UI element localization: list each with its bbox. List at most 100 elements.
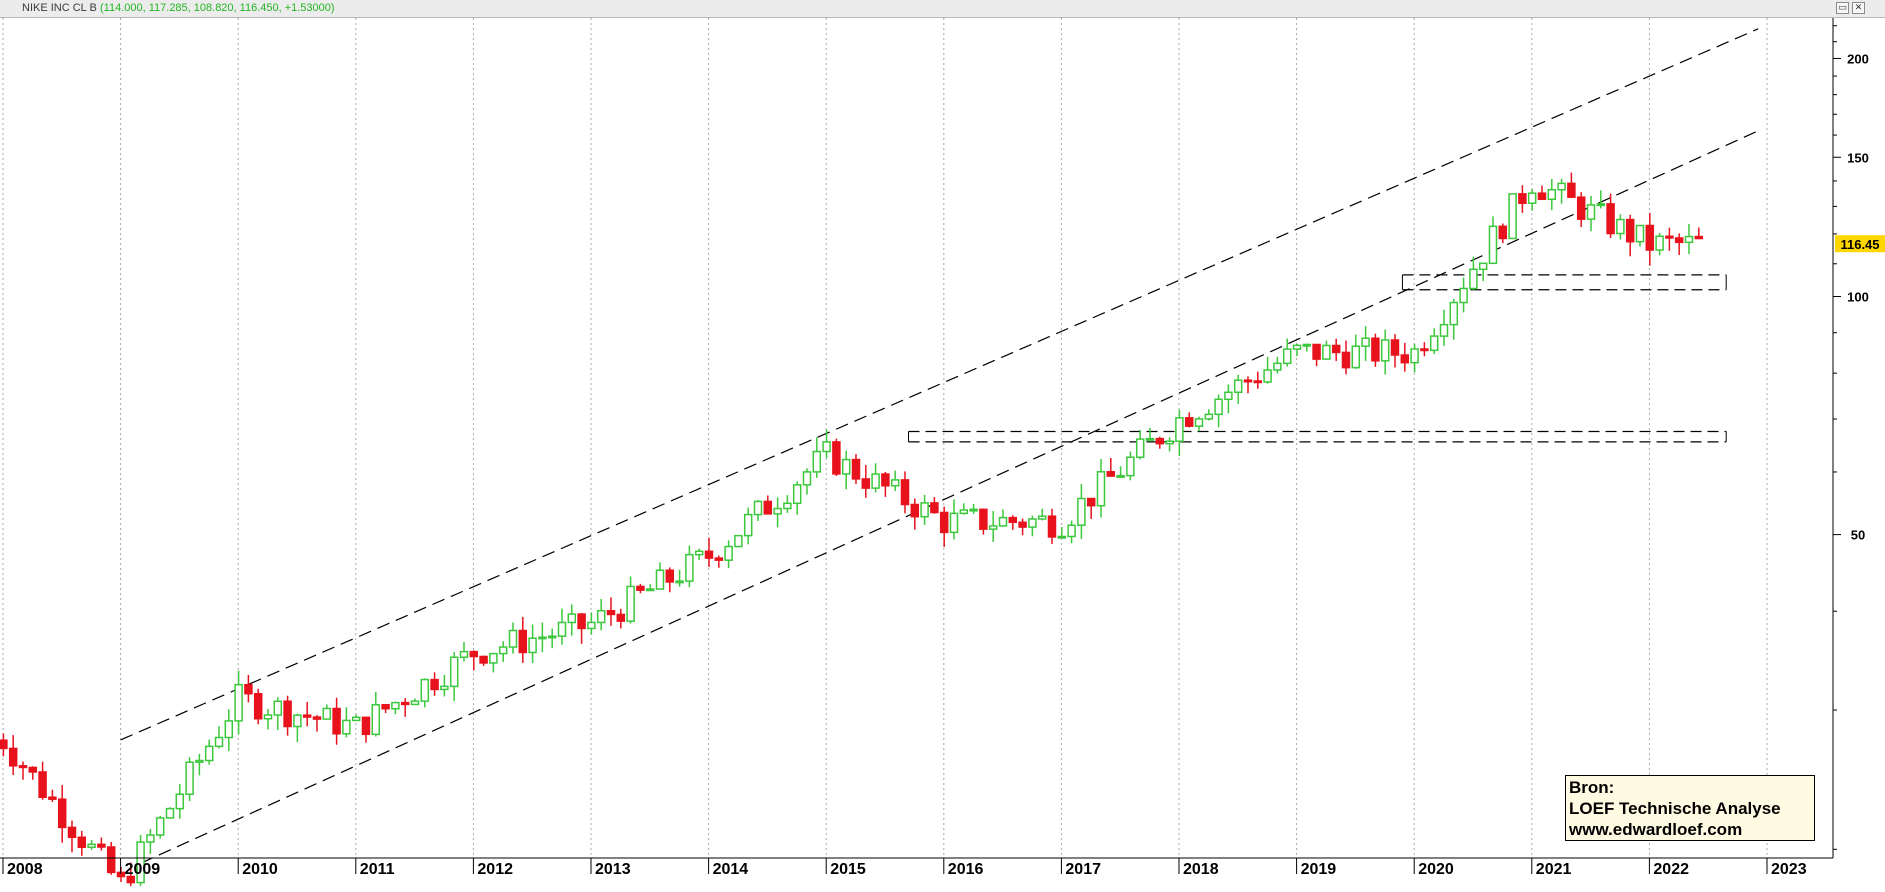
candle-up <box>155 817 165 836</box>
candle-up <box>449 656 459 688</box>
candle-down <box>930 502 939 514</box>
candle-up <box>1449 301 1459 326</box>
candle-down <box>97 843 106 848</box>
candle-down <box>714 557 724 561</box>
candle-up <box>1145 437 1155 441</box>
x-tick-label: 2018 <box>1183 861 1219 878</box>
candle-up <box>293 714 302 728</box>
candle-up <box>1282 348 1292 365</box>
candle-up <box>1194 418 1204 427</box>
candle-up <box>371 704 381 736</box>
candle-up <box>1459 287 1468 304</box>
candle-up <box>1302 343 1312 347</box>
candle-up <box>743 513 753 537</box>
trend-line <box>140 130 1759 864</box>
candle-down <box>832 441 841 475</box>
last-price-tag: 116.45 <box>1835 235 1885 253</box>
candle-up <box>1586 204 1596 220</box>
candle-up <box>224 720 234 739</box>
y-tick-label: 150 <box>1847 150 1869 165</box>
candle-down <box>1086 497 1096 507</box>
candle-down <box>1106 471 1116 477</box>
source-legend: Bron: LOEF Technische Analyse www.edward… <box>1565 775 1815 841</box>
candle-up <box>87 843 96 848</box>
candle-down <box>1155 437 1165 445</box>
candle-down <box>577 613 586 630</box>
candle-up <box>273 700 283 716</box>
candle-up <box>596 610 606 624</box>
candle-up <box>1596 203 1606 207</box>
candle-down <box>1665 235 1674 239</box>
candle-down <box>400 701 410 706</box>
candle-up <box>1263 369 1272 383</box>
candle-up <box>822 441 831 453</box>
candle-down <box>704 550 714 559</box>
candle-up <box>1635 224 1645 243</box>
candle-up <box>920 502 929 518</box>
candle-down <box>1674 237 1684 244</box>
candle-up <box>322 707 332 720</box>
candle-down <box>1576 196 1586 220</box>
candle-up <box>969 508 978 512</box>
candle-up <box>1527 192 1537 204</box>
last-price-label: 116.45 <box>1840 237 1879 252</box>
plot-area <box>0 18 1833 858</box>
x-tick-label: 2008 <box>7 861 43 878</box>
x-tick-label: 2009 <box>125 861 161 878</box>
candle-down <box>126 875 136 884</box>
candle-up <box>802 471 812 486</box>
candle-down <box>48 796 57 800</box>
candle-up <box>1224 391 1233 401</box>
candle-up <box>792 484 802 505</box>
candle-down <box>1694 235 1704 240</box>
candle-down <box>381 704 390 710</box>
candle-up <box>773 507 782 515</box>
candle-up <box>538 636 547 640</box>
candle-down <box>1606 203 1615 235</box>
candle-up <box>1057 535 1067 539</box>
restore-button[interactable]: ▭ <box>1836 2 1849 14</box>
candle-down <box>1498 225 1508 240</box>
x-tick-label: 2021 <box>1536 861 1572 878</box>
candle-down <box>1400 354 1410 364</box>
candle-down <box>606 610 616 616</box>
x-tick-label: 2020 <box>1418 861 1454 878</box>
x-tick-label: 2022 <box>1653 861 1689 878</box>
candle-up <box>1557 182 1566 191</box>
candle-up <box>626 585 635 622</box>
candle-down <box>1312 343 1321 360</box>
x-tick-label: 2011 <box>360 861 395 878</box>
y-tick-label: 100 <box>1847 290 1869 305</box>
candle-up <box>1037 515 1047 520</box>
candle-up <box>1488 225 1498 265</box>
candle-up <box>1126 456 1135 477</box>
candle-up <box>685 553 694 582</box>
close-button[interactable]: ✕ <box>1852 2 1865 14</box>
candle-down <box>469 650 479 658</box>
x-tick-label: 2023 <box>1771 861 1807 878</box>
candle-down <box>332 707 341 735</box>
candle-up <box>949 512 959 534</box>
candle-up <box>1135 438 1145 458</box>
candle-up <box>998 516 1008 527</box>
candle-up <box>1380 339 1390 362</box>
candle-up <box>1096 471 1106 507</box>
y-tick-label: 200 <box>1847 51 1869 66</box>
x-tick-label: 2017 <box>1065 861 1101 878</box>
candle-up <box>1028 518 1037 528</box>
candle-up <box>1361 337 1370 347</box>
candle-up <box>841 458 851 475</box>
x-tick-label: 2013 <box>595 861 631 878</box>
candle-up <box>1175 417 1184 442</box>
support-zones <box>908 274 1727 443</box>
source-name: LOEF Technische Analyse <box>1569 799 1781 818</box>
candle-up <box>204 745 214 762</box>
candle-up <box>342 719 351 735</box>
candle-up <box>783 502 792 510</box>
candle-up <box>694 550 704 556</box>
candle-up <box>1273 362 1282 371</box>
candle-down <box>1645 224 1655 251</box>
candle-down <box>244 683 253 695</box>
candle-up <box>547 635 557 639</box>
candle-up <box>175 793 185 810</box>
